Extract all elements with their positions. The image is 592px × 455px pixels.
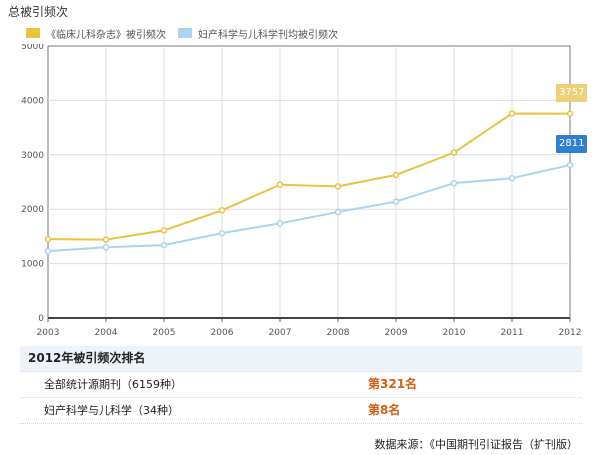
ranking-row-rank: 第321名 — [368, 377, 418, 391]
legend-swatch-journal — [26, 28, 40, 38]
data-point — [218, 207, 226, 214]
data-point — [44, 235, 52, 243]
ranking-row-label: 全部统计源期刊（6159种） — [44, 378, 182, 391]
data-point — [450, 179, 458, 187]
legend-label-journal: 《临床儿科杂志》被引频次 — [46, 29, 166, 41]
ranking-table: 2012年被引频次排名 全部统计源期刊（6159种） 第321名 妇产科学与儿科… — [20, 346, 582, 424]
y-tick-label: 5000 — [21, 44, 44, 52]
ranking-table-title: 2012年被引频次排名 — [20, 346, 582, 372]
x-tick-label: 2009 — [385, 328, 408, 338]
end-value-badge: 3757 — [556, 83, 588, 102]
data-point — [450, 149, 458, 156]
x-tick-label: 2006 — [211, 328, 234, 338]
x-tick-label: 2003 — [37, 328, 60, 338]
series-line-1 — [47, 164, 571, 253]
data-point — [102, 244, 110, 251]
line-chart: 0 1000 2000 3000 4000 5000 2003 2004 2005 2006 200… — [20, 44, 588, 340]
end-value-badge: 2811 — [556, 135, 588, 154]
ranking-row-label: 妇产科学与儿科学（34种） — [44, 404, 179, 417]
data-point — [44, 247, 52, 255]
y-tick-label: 4000 — [21, 96, 44, 106]
ranking-row: 全部统计源期刊（6159种） 第321名 — [20, 372, 582, 398]
legend-swatch-average — [178, 28, 192, 38]
legend-label-average: 妇产科学与儿科学刊均被引频次 — [198, 29, 338, 41]
ranking-row: 妇产科学与儿科学（34种） 第8名 — [20, 398, 582, 424]
legend-item-journal[interactable]: 《临床儿科杂志》被引频次 — [26, 26, 166, 41]
x-tick-label: 2004 — [95, 328, 118, 338]
data-point — [218, 229, 226, 237]
data-point — [334, 208, 342, 216]
ranking-row-rank: 第8名 — [368, 403, 401, 417]
data-point — [276, 181, 284, 188]
chart-legend: 《临床儿科杂志》被引频次 妇产科学与儿科学刊均被引频次 — [26, 22, 350, 44]
data-point — [566, 110, 574, 117]
x-tick-label: 2011 — [501, 328, 524, 338]
y-tick-label: 2000 — [21, 205, 44, 215]
data-point — [392, 171, 400, 179]
y-tick-label: 1000 — [21, 260, 44, 270]
y-tick-label: 0 — [38, 314, 44, 324]
data-point — [334, 183, 342, 190]
data-point — [566, 161, 574, 169]
x-tick-label: 2008 — [327, 328, 350, 338]
data-point — [102, 236, 110, 243]
series-line-0 — [47, 112, 571, 241]
data-point — [160, 227, 168, 234]
chart-svg: 0 1000 2000 3000 4000 5000 2003 2004 2005 2006 200… — [21, 44, 582, 338]
y-tick-label: 3000 — [21, 151, 44, 161]
legend-item-average[interactable]: 妇产科学与儿科学刊均被引频次 — [178, 26, 338, 41]
data-point — [508, 174, 516, 182]
x-tick-label: 2007 — [269, 328, 292, 338]
x-tick-label: 2010 — [443, 328, 466, 338]
plot-frame — [47, 45, 571, 319]
page-title: 总被引频次 — [8, 5, 69, 19]
data-source-note: 数据来源：《中国期刊引证报告（扩刊版） — [374, 438, 579, 451]
x-tick-label: 2005 — [153, 328, 176, 338]
data-point — [508, 110, 516, 117]
data-point — [276, 220, 284, 227]
data-point — [392, 198, 400, 205]
data-point — [160, 241, 168, 249]
x-tick-label: 2012 — [559, 328, 582, 338]
